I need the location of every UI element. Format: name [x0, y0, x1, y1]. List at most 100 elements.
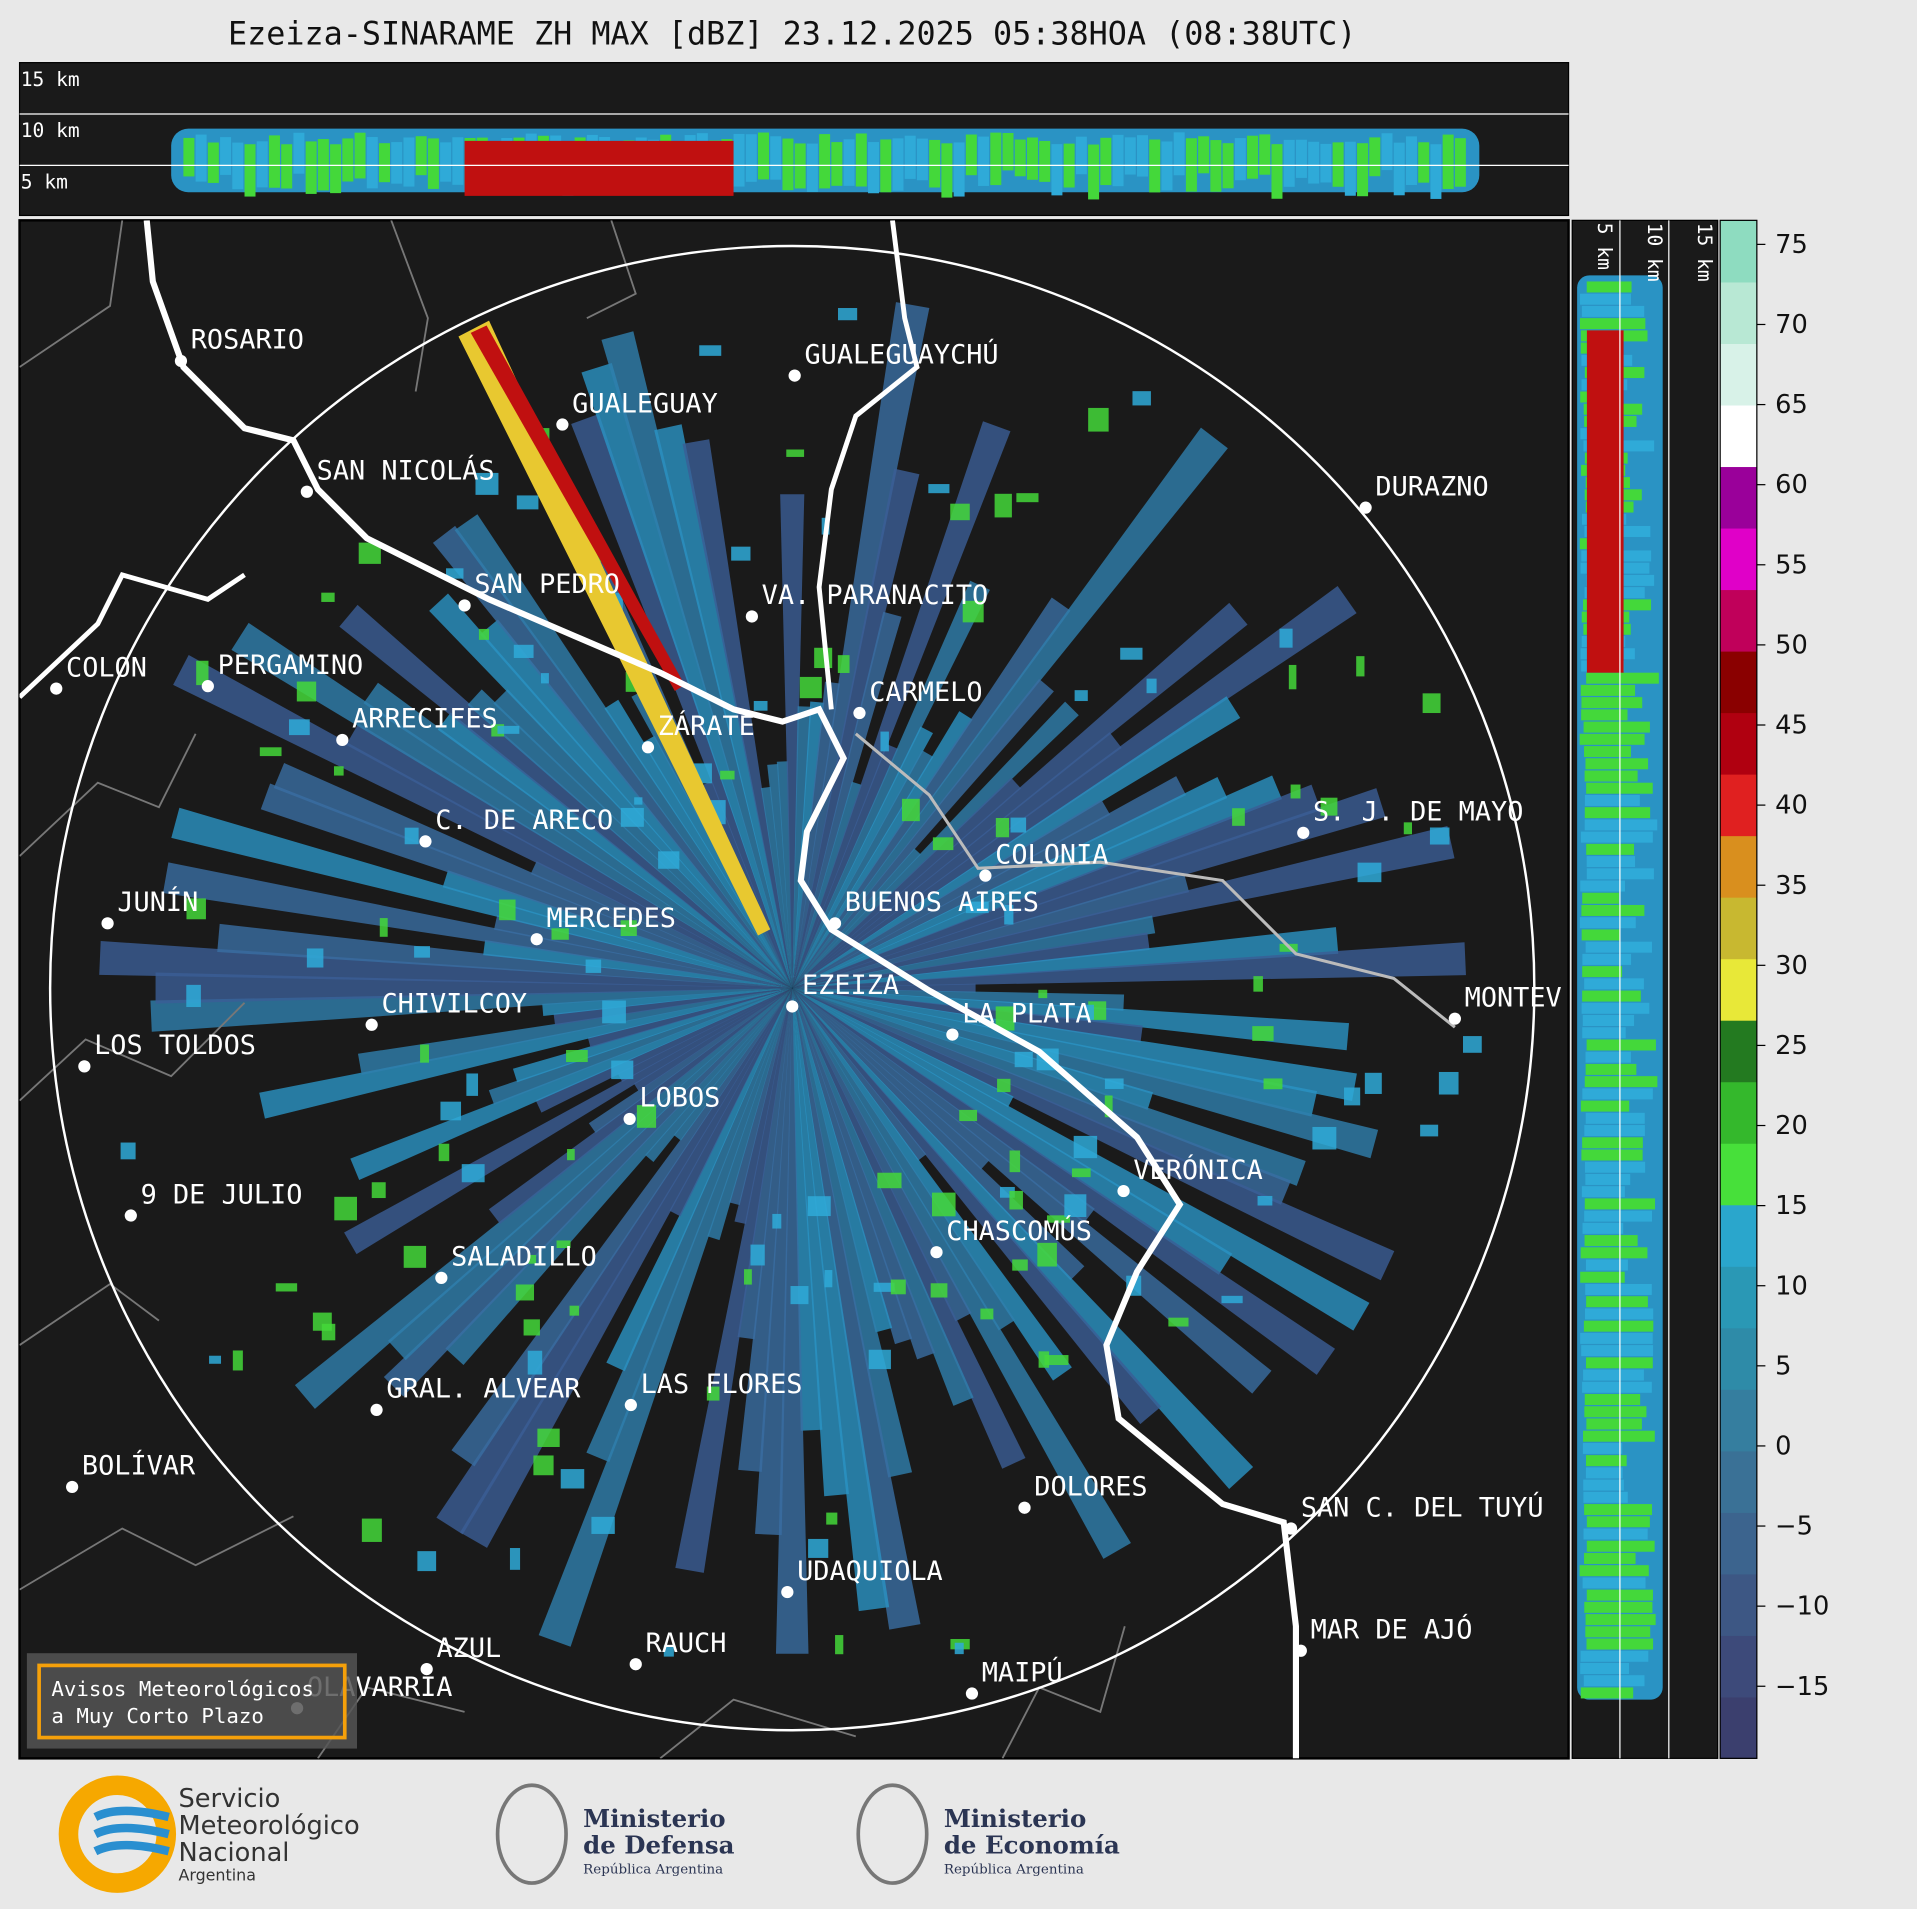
- city-marker: [458, 599, 471, 612]
- echo-cell: [663, 1645, 674, 1657]
- colorbar-tick-label: 40: [1775, 791, 1808, 821]
- echo-cell: [706, 1386, 720, 1401]
- echo-ray: [346, 723, 793, 989]
- colorbar-segment: [1720, 1635, 1757, 1698]
- city-marker: [1284, 1522, 1298, 1535]
- colorbar-tick-label: 50: [1775, 630, 1808, 660]
- colorbar-segment: [1720, 1204, 1757, 1267]
- echo-col: [1430, 144, 1442, 199]
- echo-row: [1583, 1479, 1624, 1491]
- echo-col: [1088, 144, 1100, 200]
- echo-ray: [792, 799, 1111, 989]
- echo-ray: [467, 689, 793, 989]
- echo-col: [1308, 141, 1320, 184]
- echo-row: [1582, 1222, 1624, 1234]
- echo-cell: [567, 1148, 575, 1161]
- coast-uruguay: [854, 732, 1456, 1029]
- echo-col: [1247, 135, 1259, 179]
- echo-cell: [1004, 904, 1014, 925]
- echo-ray: [767, 763, 793, 989]
- echo-row: [1581, 305, 1645, 317]
- colorbar-segment: [1720, 897, 1757, 960]
- colorbar-segment: [1720, 589, 1757, 652]
- echo-col: [745, 134, 757, 182]
- echo-cell: [1120, 647, 1143, 660]
- echo-cell: [636, 1105, 657, 1128]
- colorbar-segment: [1720, 466, 1757, 529]
- echo-col: [1173, 132, 1185, 176]
- echo-row: [1582, 1088, 1653, 1100]
- range-ring: [48, 244, 1536, 1732]
- echo-row: [1586, 1540, 1655, 1552]
- echo-cell: [1016, 493, 1039, 503]
- colorbar-tick-label: 70: [1775, 310, 1808, 340]
- echo-row: [1583, 1430, 1655, 1442]
- echo-row: [1581, 709, 1628, 721]
- echo-ray: [792, 988, 1016, 1331]
- echo-ray: [339, 604, 793, 989]
- echo-cell: [1012, 1259, 1028, 1271]
- echo-cell: [361, 1518, 382, 1542]
- echo-cell: [1253, 976, 1263, 992]
- echo-row: [1584, 1601, 1653, 1613]
- echo-col: [1100, 137, 1112, 186]
- echo-ray: [535, 988, 793, 1113]
- city-label: SAN NICOLÁS: [317, 455, 495, 487]
- colorbar-tick-label: 15: [1775, 1191, 1808, 1221]
- echo-ray: [792, 988, 913, 1345]
- echo-cell: [699, 345, 722, 356]
- echo-col: [1381, 133, 1393, 171]
- colorbar-frame: [1719, 219, 1758, 1759]
- echo-cell: [120, 1142, 136, 1160]
- colorbar-tick-label: 60: [1775, 470, 1808, 500]
- echo-col: [256, 141, 268, 188]
- colorbar-tick-label: −15: [1775, 1672, 1829, 1702]
- echo-cell: [824, 1270, 833, 1288]
- echo-cell: [928, 484, 950, 494]
- colorbar-segment: [1720, 527, 1757, 591]
- echo-col: [770, 136, 782, 180]
- echo-cell: [1420, 1124, 1439, 1137]
- echo-cell: [499, 899, 516, 921]
- echo-row: [1584, 1308, 1654, 1320]
- city-label: LAS FLORES: [641, 1369, 803, 1400]
- echo-ray: [633, 988, 793, 1092]
- echo-cell: [965, 901, 989, 914]
- city-marker: [336, 733, 349, 747]
- colorbar-segment: [1720, 343, 1757, 406]
- echo-cell: [835, 1635, 844, 1655]
- echo-cell: [1279, 628, 1293, 648]
- warning-box[interactable]: [37, 1663, 347, 1740]
- echo-col: [330, 144, 342, 194]
- echo-cell: [296, 681, 317, 702]
- echo-cell: [1009, 1190, 1023, 1210]
- echo-ray: [792, 988, 1336, 1375]
- echo-row: [1580, 1247, 1648, 1259]
- echo-cell: [1288, 664, 1297, 690]
- echo-cell: [1132, 391, 1151, 406]
- echo-row: [1584, 978, 1644, 990]
- echo-ray: [155, 972, 793, 1004]
- echo-row: [1585, 1626, 1651, 1638]
- echo-row: [1580, 880, 1625, 892]
- echo-cell: [1014, 1051, 1033, 1068]
- city-label: COLONIA: [995, 839, 1108, 870]
- echo-ray: [231, 622, 793, 989]
- echo-col: [1283, 139, 1295, 187]
- echo-col: [782, 138, 794, 191]
- echo-col: [281, 144, 293, 189]
- city-label: RAUCH: [646, 1628, 727, 1659]
- echo-cell: [720, 770, 735, 780]
- city-label: AZUL: [436, 1633, 501, 1664]
- echo-ray: [792, 744, 899, 989]
- echo-cell: [478, 628, 490, 640]
- echo-cell: [1344, 1087, 1361, 1106]
- echo-cell: [980, 1308, 994, 1320]
- echo-cell: [440, 1101, 462, 1121]
- city-label: MONTEV: [1465, 982, 1562, 1013]
- echo-ray: [792, 988, 1395, 1281]
- city-label: VA. PARANACITO: [762, 580, 989, 611]
- echo-ray: [792, 580, 990, 989]
- city-label: SAN C. DEL TUYÚ: [1301, 1491, 1544, 1523]
- city-marker: [1297, 826, 1310, 839]
